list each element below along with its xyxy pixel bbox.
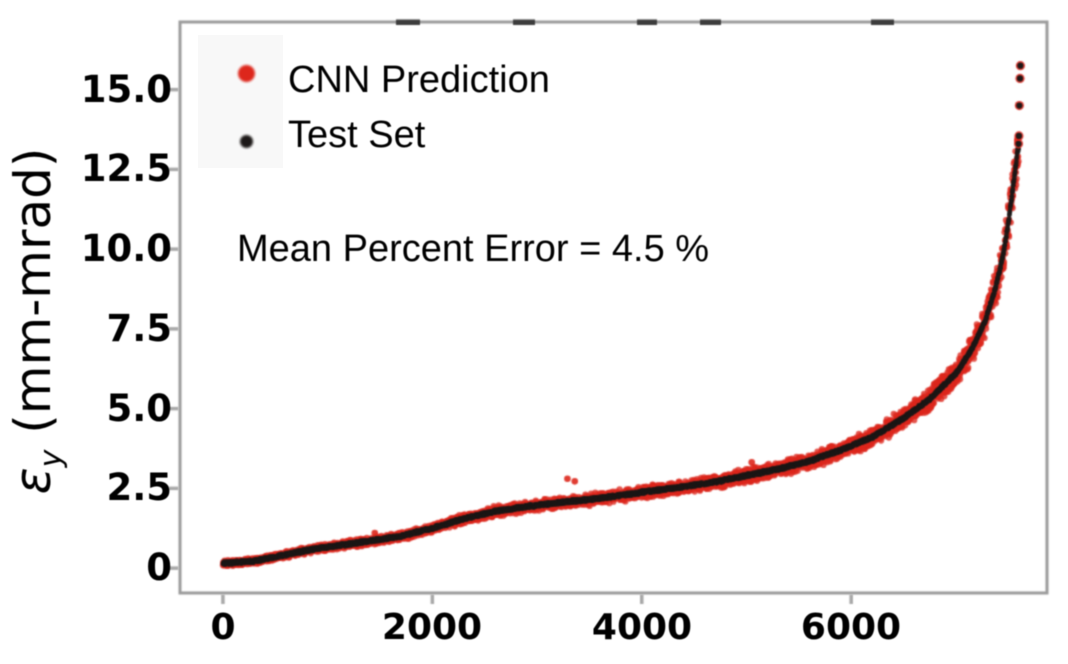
y-tick-label: 2.5 xyxy=(106,466,172,509)
y-tick-label: 5.0 xyxy=(106,387,172,430)
legend-label-cnn-prediction: CNN Prediction xyxy=(288,59,550,101)
cnn-prediction-dot-icon xyxy=(238,65,255,82)
y-tick-label: 0 xyxy=(146,546,172,589)
test-set-dot-icon xyxy=(240,135,253,148)
x-tick-label: 6000 xyxy=(800,607,902,648)
legend-label-test-set: Test Set xyxy=(288,114,426,156)
x-tick-label: 4000 xyxy=(591,607,693,648)
mean-percent-error-text: Mean Percent Error = 4.5 % xyxy=(237,228,710,270)
x-tick-label: 2000 xyxy=(381,607,483,648)
y-tick-label: 10.0 xyxy=(80,227,172,270)
x-tick-label: 0 xyxy=(210,607,236,648)
y-tick-label: 12.5 xyxy=(80,147,172,190)
y-tick-label: 15.0 xyxy=(80,68,172,111)
y-tick-label: 7.5 xyxy=(106,307,172,350)
legend-box xyxy=(198,35,283,168)
